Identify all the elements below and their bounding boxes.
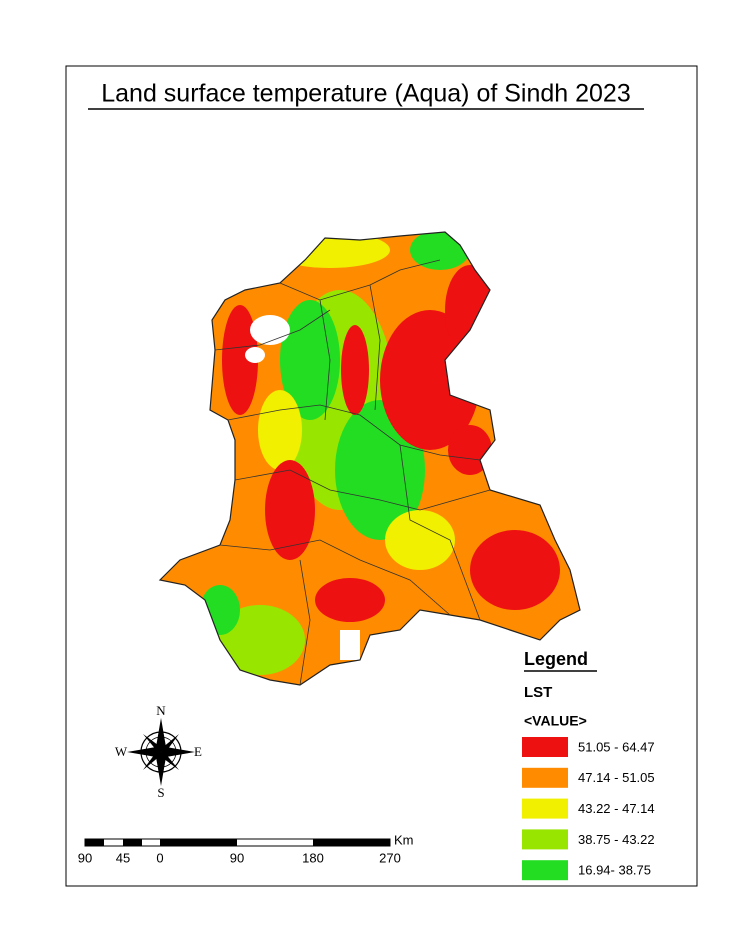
scale-label: 180 — [302, 850, 324, 865]
scale-bar: Km 90 45 0 90 180 270 — [78, 832, 414, 865]
map-title: Land surface temperature (Aqua) of Sindh… — [101, 80, 631, 108]
legend-swatch — [522, 798, 568, 819]
legend-label: 43.22 - 47.14 — [578, 801, 655, 816]
map-frame — [65, 65, 698, 887]
legend-layer: LST — [524, 684, 552, 701]
compass-north: N — [156, 703, 166, 718]
legend-field: <VALUE> — [524, 713, 587, 729]
legend-label: 47.14 - 51.05 — [578, 770, 655, 785]
legend-swatch — [522, 829, 568, 850]
legend: Legend LST <VALUE> 51.05 - 64.47 47.14 - … — [522, 649, 655, 881]
scale-label: 45 — [116, 850, 130, 865]
scale-label: 90 — [78, 850, 92, 865]
legend-label: 51.05 - 64.47 — [578, 739, 655, 754]
north-arrow: N E S W — [115, 703, 202, 800]
scale-unit: Km — [394, 832, 414, 847]
district-boundaries — [214, 259, 491, 686]
compass-east: E — [194, 744, 202, 759]
legend-swatch — [522, 737, 568, 757]
lst-raster — [160, 232, 580, 685]
legend-title: Legend — [524, 649, 588, 669]
compass-west: W — [115, 744, 128, 759]
legend-swatch — [522, 860, 568, 881]
legend-label: 38.75 - 43.22 — [578, 832, 655, 847]
scale-label: 0 — [156, 850, 163, 865]
legend-swatch — [522, 767, 568, 788]
compass-south: S — [157, 785, 164, 800]
legend-label: 16.94- 38.75 — [578, 863, 651, 878]
scale-label: 90 — [230, 850, 244, 865]
scale-label: 270 — [379, 850, 401, 865]
